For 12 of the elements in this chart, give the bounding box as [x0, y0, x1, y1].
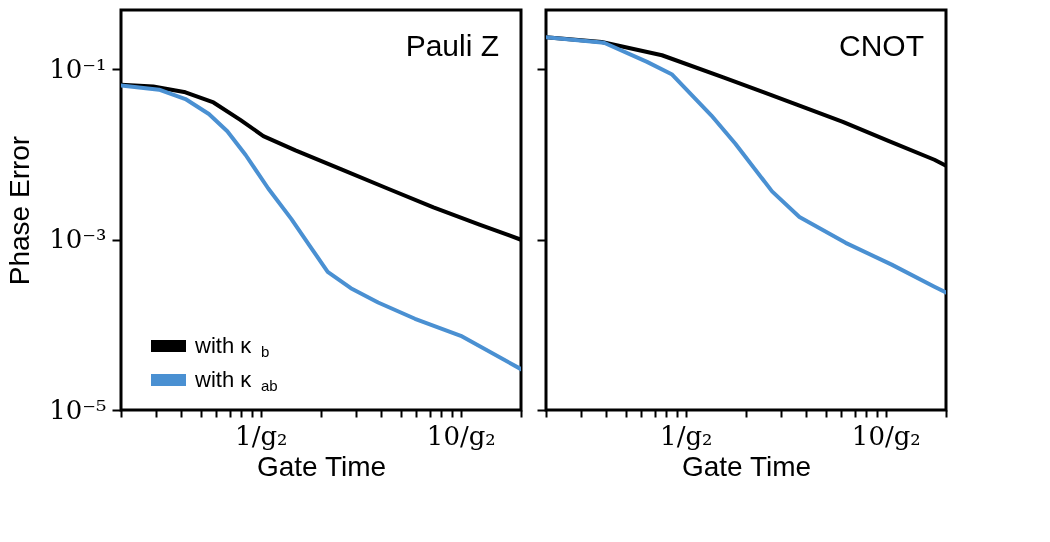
y-tick-label: 10⁻³	[49, 224, 107, 255]
annotation: CNOT	[839, 29, 924, 62]
x-tick-label: 1/g₂	[235, 420, 288, 451]
x-tick-label: 10/g₂	[426, 420, 496, 451]
y-axis-title: Phase Error	[4, 135, 36, 286]
x-axis-title: Gate Time	[256, 450, 387, 482]
x-axis-title: Gate Time	[681, 450, 812, 482]
annotation: Pauli Z	[405, 29, 499, 62]
x-tick-label: 1/g₂	[660, 420, 713, 451]
y-tick-label: 10⁻¹	[49, 54, 107, 84]
y-tick-label: 10⁻⁵	[49, 394, 107, 425]
x-tick-label: 10/g₂	[851, 420, 921, 451]
